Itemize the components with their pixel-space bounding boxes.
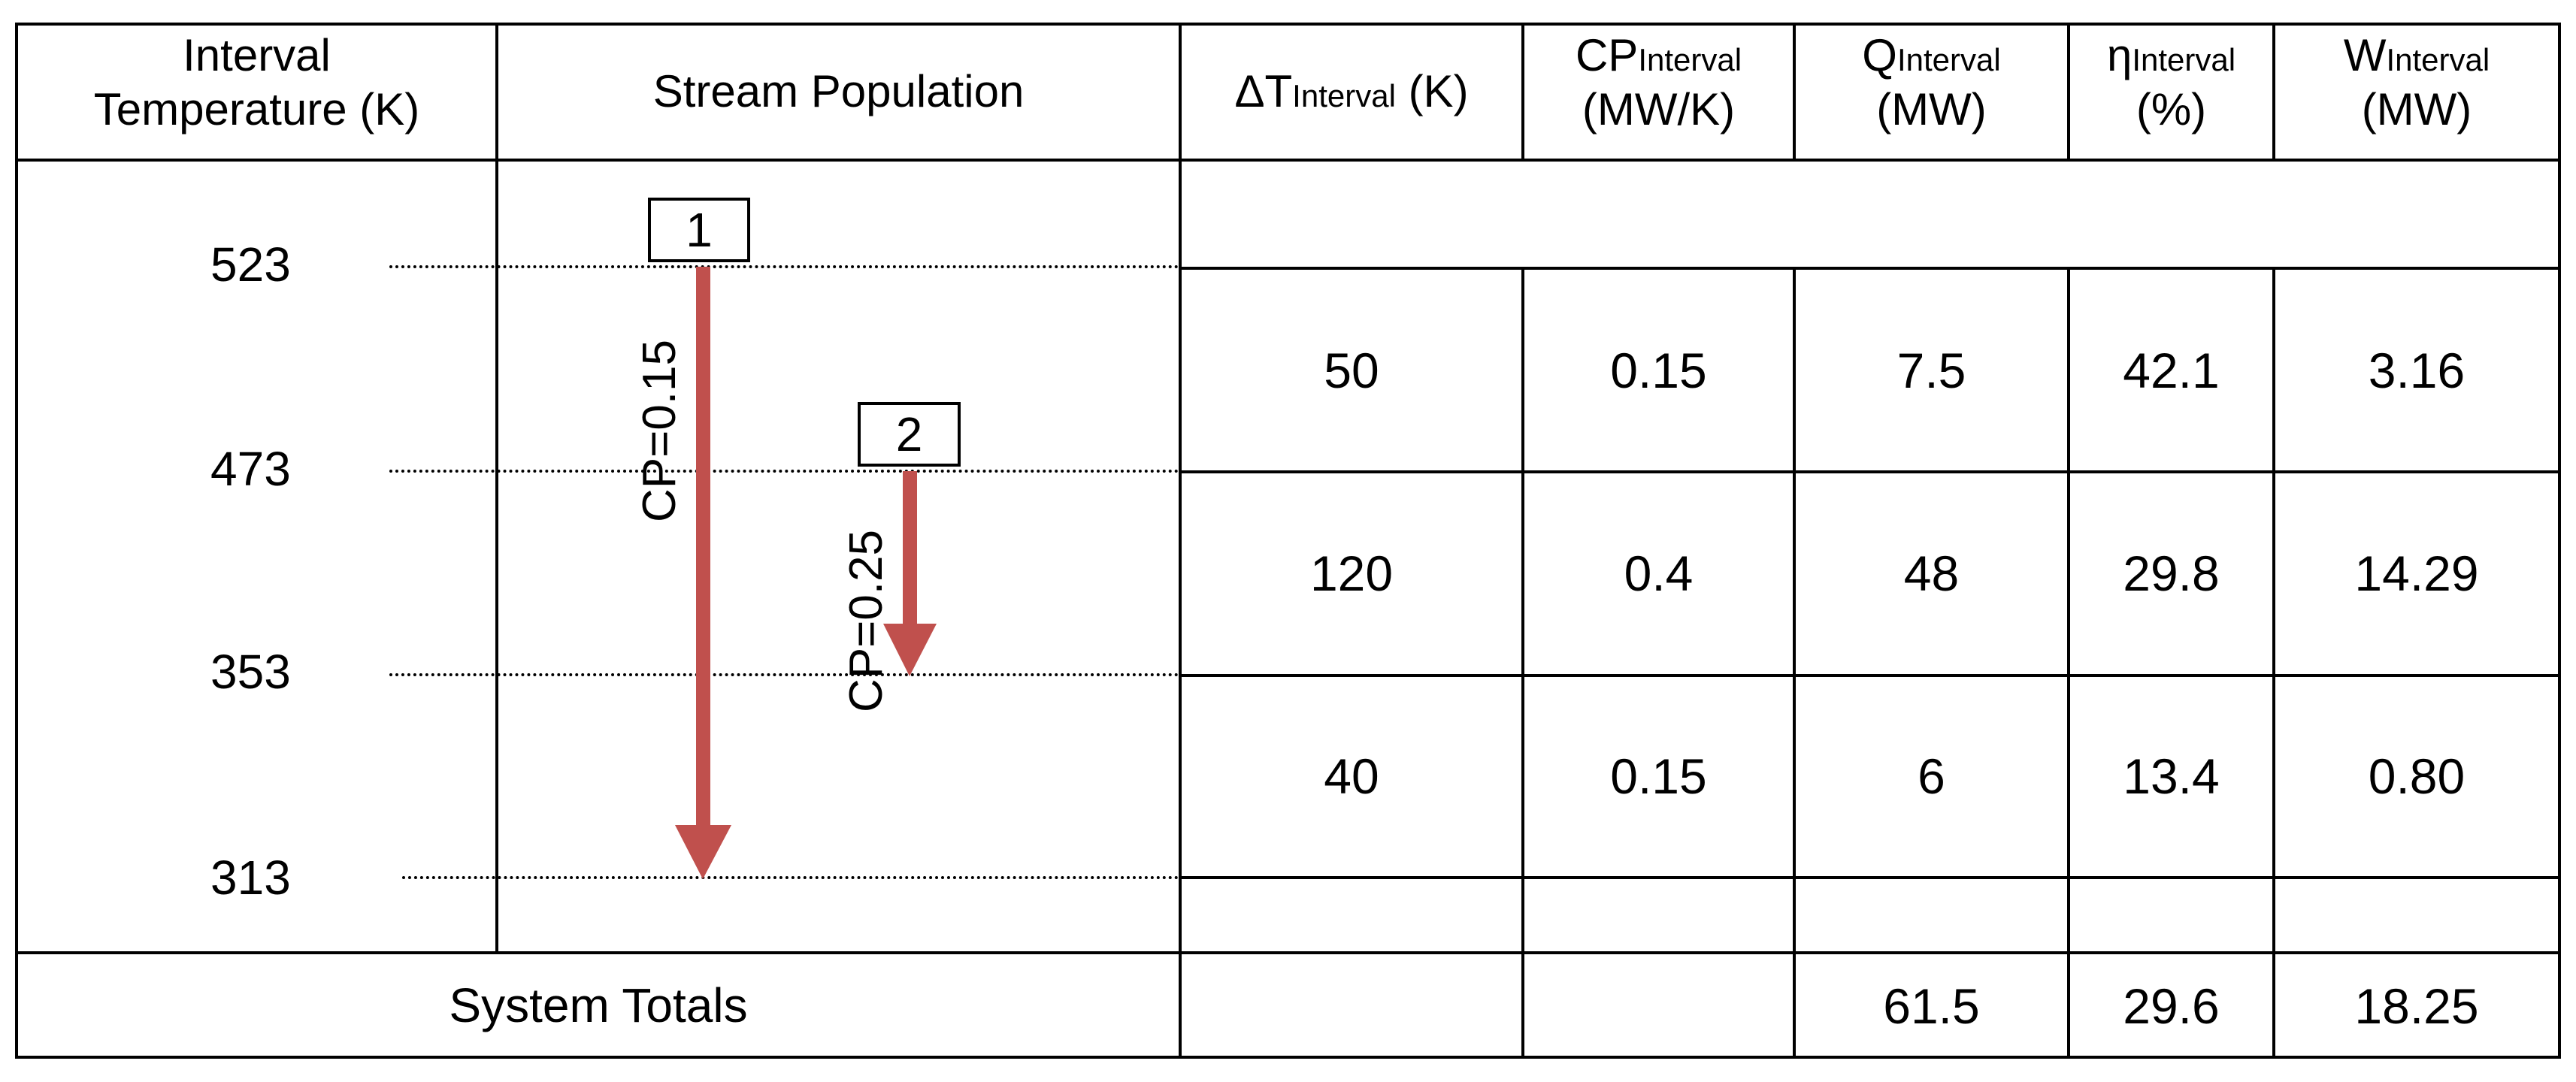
dotted-line-523 [389, 265, 1179, 268]
header-interval-temperature: Interval Temperature (K) [18, 29, 495, 137]
stream-2-id-box: 2 [858, 402, 961, 467]
temperature-label-353: 353 [210, 645, 291, 699]
col-line-dt-cp [1521, 23, 1524, 159]
border-bottom [15, 1056, 2561, 1059]
totals-separator [15, 951, 2561, 954]
border-left [15, 23, 18, 1059]
dotted-line-313 [402, 876, 1179, 879]
header-w-sub: Interval [2386, 42, 2490, 77]
border-right [2558, 23, 2561, 1059]
totals-w: 18.25 [2354, 978, 2479, 1034]
header-interval-temperature-line1: Interval [183, 30, 331, 80]
header-delta-t-main: ΔT [1234, 66, 1293, 116]
header-delta-t-sub: Interval [1292, 78, 1396, 113]
header-q: QInterval (MW) [1796, 29, 2067, 137]
row-3-w: 0.80 [2368, 748, 2466, 804]
col-line-dt-cp-body [1521, 269, 1524, 1059]
row-3-cp: 0.15 [1610, 748, 1707, 804]
header-stream-population: Stream Population [652, 66, 1025, 116]
interval-line-523 [1179, 267, 2561, 270]
header-q-unit: (MW) [1876, 84, 1987, 134]
stream-2-cp-label: CP=0.25 [840, 529, 892, 712]
stream-1-arrow [675, 267, 731, 879]
header-delta-t-unit: (K) [1408, 66, 1469, 116]
col-line-q-eta [2067, 23, 2070, 159]
row-1-q: 7.5 [1896, 343, 1966, 398]
stream-1-id-box: 1 [648, 198, 750, 262]
col-line-stream-dt [1179, 23, 1182, 1059]
row-2-q: 48 [1903, 546, 1960, 601]
header-eta: ηInterval (%) [2070, 29, 2272, 137]
col-line-q-eta-body [2067, 269, 2070, 1059]
temperature-label-473: 473 [210, 442, 291, 496]
row-2-eta: 29.8 [2123, 546, 2220, 601]
stream-2-arrow [883, 471, 937, 676]
header-cp-unit: (MW/K) [1582, 84, 1736, 134]
stream-2-shaft [903, 471, 917, 625]
header-q-sub: Interval [1896, 42, 2001, 77]
header-q-main: Q [1862, 30, 1897, 80]
temperature-label-313: 313 [210, 851, 291, 905]
row-2-delta-t: 120 [1309, 546, 1394, 601]
interval-line-473 [1179, 470, 2561, 473]
header-interval-temperature-line2: Temperature (K) [93, 84, 420, 134]
header-cp: CPInterval (MW/K) [1524, 29, 1793, 137]
col-line-cp-q [1793, 23, 1796, 159]
row-1-cp: 0.15 [1610, 343, 1707, 398]
dotted-line-473 [389, 470, 1179, 473]
row-2-w: 14.29 [2354, 546, 2479, 601]
header-w: WInterval (MW) [2275, 29, 2558, 137]
border-top [15, 23, 2561, 26]
interval-line-313 [1179, 876, 2561, 879]
col-line-cp-q-body [1793, 269, 1796, 1059]
stream-2-arrowhead [883, 624, 937, 676]
row-2-cp: 0.4 [1624, 546, 1694, 601]
header-w-main: W [2343, 30, 2387, 80]
header-cp-main: CP [1575, 30, 1639, 80]
header-eta-sub: Interval [2132, 42, 2236, 77]
header-eta-unit: (%) [2136, 84, 2207, 134]
header-delta-t: ΔTInterval (K) [1182, 65, 1521, 119]
header-cp-sub: Interval [1638, 42, 1742, 77]
header-w-unit: (MW) [2361, 84, 2472, 134]
stream-1-cp-label: CP=0.15 [634, 339, 686, 522]
row-1-eta: 42.1 [2123, 343, 2220, 398]
col-line-eta-w [2272, 23, 2275, 159]
col-line-eta-w-body [2272, 269, 2275, 1059]
row-3-q: 6 [1918, 748, 1945, 804]
row-1-delta-t: 50 [1324, 343, 1379, 398]
totals-q: 61.5 [1883, 978, 1980, 1034]
row-1-w: 3.16 [2368, 343, 2466, 398]
dotted-line-353 [389, 673, 1179, 676]
col-line-temp-stream [495, 23, 498, 951]
header-eta-main: η [2106, 30, 2133, 80]
stream-1-shaft [696, 267, 710, 827]
interval-line-353 [1179, 674, 2561, 677]
header-separator [15, 159, 2561, 162]
stream-1-arrowhead [675, 825, 731, 879]
temperature-label-523: 523 [210, 237, 291, 292]
row-3-delta-t: 40 [1324, 748, 1379, 804]
row-3-eta: 13.4 [2123, 748, 2220, 804]
totals-eta: 29.6 [2123, 978, 2220, 1034]
totals-label: System Totals [449, 978, 748, 1032]
